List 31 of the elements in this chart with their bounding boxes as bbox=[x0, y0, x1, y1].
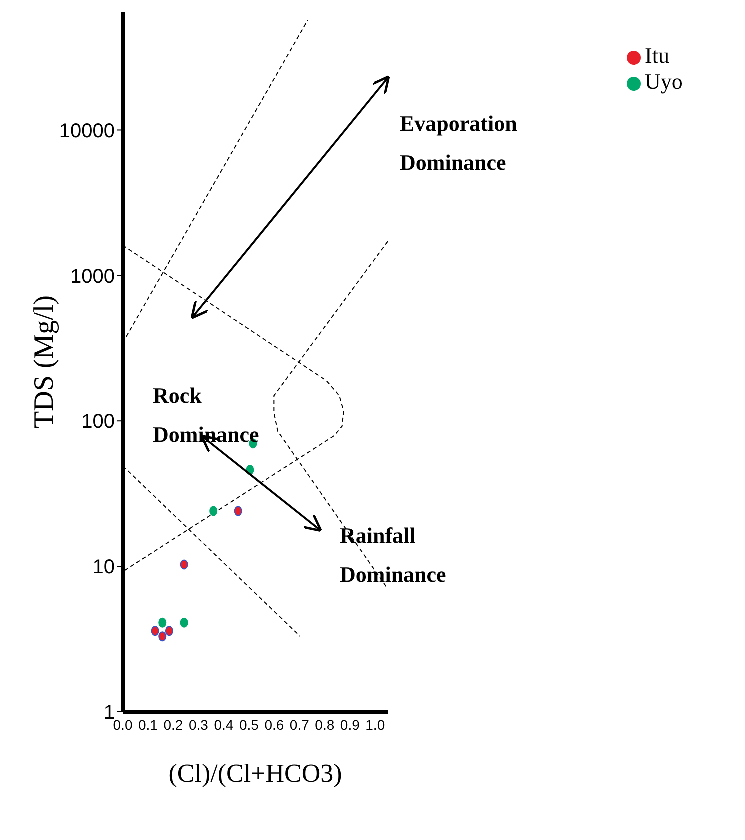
annotation: Rock Dominance bbox=[153, 382, 260, 449]
x-tick-label: 0.2 bbox=[164, 716, 184, 733]
y-tick-label: 10000 bbox=[59, 120, 115, 142]
legend-label: Uyo bbox=[645, 69, 683, 94]
text: Evaporation Dominance bbox=[400, 110, 518, 177]
x-tick-label: 1.0 bbox=[366, 716, 386, 733]
x-tick-label: 0.3 bbox=[188, 716, 209, 733]
point bbox=[210, 506, 218, 516]
point bbox=[158, 618, 167, 628]
y-tick-label: 1 bbox=[104, 702, 115, 724]
y-tick-label: 100 bbox=[82, 411, 115, 434]
point bbox=[180, 560, 188, 570]
x-tick-label: 0.5 bbox=[239, 716, 260, 733]
x-tick-label: 0.0 bbox=[113, 716, 133, 733]
point bbox=[180, 618, 188, 628]
legend-label: Itu bbox=[645, 43, 670, 68]
x-tick-label: 0.4 bbox=[214, 716, 234, 733]
point bbox=[234, 506, 242, 516]
y-tick-label: 10 bbox=[92, 556, 115, 579]
annotation: Rainfall Dominance bbox=[340, 522, 448, 589]
y-axis-title: TDS (Mg/l) bbox=[28, 296, 60, 428]
x-tick-label: 0.6 bbox=[264, 716, 284, 733]
x-tick-label: 0.7 bbox=[290, 716, 310, 733]
y-tick-label: 1000 bbox=[70, 266, 115, 288]
x-tick-label: 0.1 bbox=[138, 716, 158, 733]
point bbox=[165, 626, 174, 636]
point bbox=[151, 626, 160, 636]
point bbox=[158, 632, 167, 642]
x-tick-label: 0.9 bbox=[340, 716, 360, 733]
x-axis-title: (Cl)/(Cl+HCO3) bbox=[168, 759, 342, 788]
x-tick-label: 0.8 bbox=[315, 716, 335, 733]
